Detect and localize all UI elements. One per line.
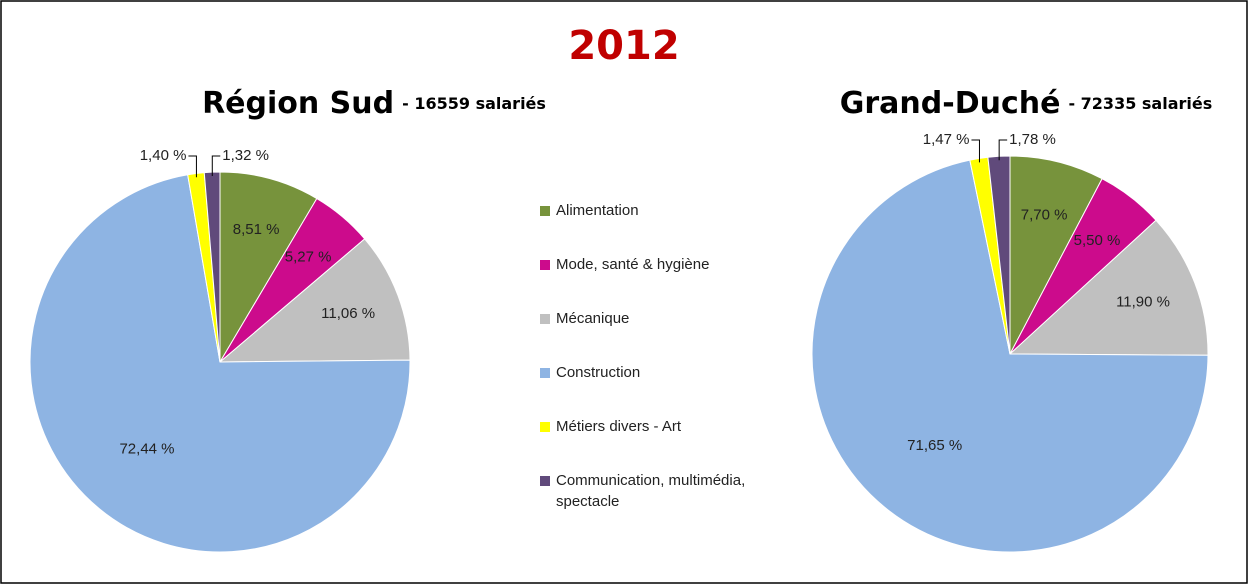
leader-line — [188, 155, 197, 178]
data-label: 7,70 % — [1021, 207, 1068, 224]
legend-label: Mécanique — [556, 310, 630, 327]
legend-item: Mode, santé & hygiène — [540, 254, 750, 308]
data-label: 1,47 % — [923, 131, 970, 148]
legend-label: Construction — [556, 364, 641, 381]
chart-title: Grand-Duché - 72335 salariés — [840, 86, 1213, 121]
legend-swatch — [540, 476, 550, 486]
legend-item: Construction — [540, 362, 750, 416]
legend-swatch — [540, 206, 550, 216]
legend-swatch — [540, 422, 550, 432]
title-text: Région Sud — [202, 86, 394, 121]
title-text: Grand-Duché — [840, 86, 1061, 121]
pie-slice — [218, 238, 411, 363]
legend-swatch — [540, 260, 550, 270]
legend-item: Métiers divers - Art — [540, 416, 750, 470]
legend-label: Alimentation — [556, 202, 639, 219]
leader-line — [211, 155, 221, 176]
legend-label: Mode, santé & hygiène — [556, 256, 710, 273]
data-label: 1,78 % — [1009, 131, 1056, 148]
data-label: 11,90 % — [1116, 294, 1170, 311]
data-label: 72,44 % — [119, 441, 174, 458]
legend-swatch — [540, 314, 550, 324]
main-title: 2012 — [568, 23, 679, 69]
chart-title: Région Sud - 16559 salariés — [202, 86, 546, 121]
pie-slice — [811, 159, 1209, 553]
legend-label: Métiers divers - Art — [556, 418, 682, 435]
subtitle-text: - 72335 salariés — [1068, 94, 1212, 113]
pie-slice — [1008, 219, 1209, 356]
legend-swatch — [540, 368, 550, 378]
data-label: 11,06 % — [321, 305, 375, 322]
subtitle-text: - 16559 salariés — [402, 94, 546, 113]
legend-item: Communication, multimédia, spectacle — [540, 470, 750, 524]
pie-slice — [29, 174, 411, 553]
data-label: 5,27 % — [285, 248, 332, 265]
data-label: 1,40 % — [140, 147, 187, 164]
data-label: 1,32 % — [222, 147, 269, 164]
legend-label: Communication, multimédia, spectacle — [556, 472, 746, 510]
legend: Alimentation Mode, santé & hygiène Mécaniq… — [540, 200, 750, 524]
data-label: 71,65 % — [907, 437, 962, 454]
data-label: 8,51 % — [233, 221, 280, 238]
legend-item: Alimentation — [540, 200, 750, 254]
leader-line — [998, 139, 1008, 161]
data-label: 5,50 % — [1074, 232, 1121, 249]
leader-line — [971, 139, 980, 163]
pie-slice — [1009, 155, 1103, 355]
legend-item: Mécanique — [540, 308, 750, 362]
pie-slice — [219, 171, 318, 364]
